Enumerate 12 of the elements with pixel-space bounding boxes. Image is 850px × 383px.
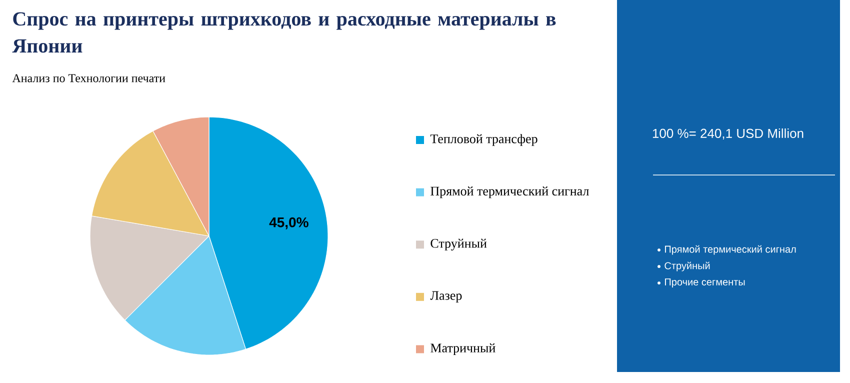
chart-title: Спрос на принтеры штрихкодов и расходные материалы в Японии [12, 12, 556, 53]
legend-label: Матричный [430, 343, 496, 356]
data-label: 45,0% [269, 217, 308, 230]
legend-label: Струйный [430, 238, 487, 250]
legend-label: Тепловой трансфер [430, 134, 538, 146]
legend-label: Лазер [430, 291, 462, 303]
text: Прочие сегменты [665, 278, 745, 288]
text: Прямой термический сигнал [665, 245, 796, 255]
chart-subtitle: Анализ по Технологии печати [12, 74, 166, 82]
text: 100 %= 240,1 USD Million [652, 128, 804, 140]
text: Струйный [664, 262, 710, 272]
legend-label: Прямой термический сигнал [430, 186, 589, 198]
